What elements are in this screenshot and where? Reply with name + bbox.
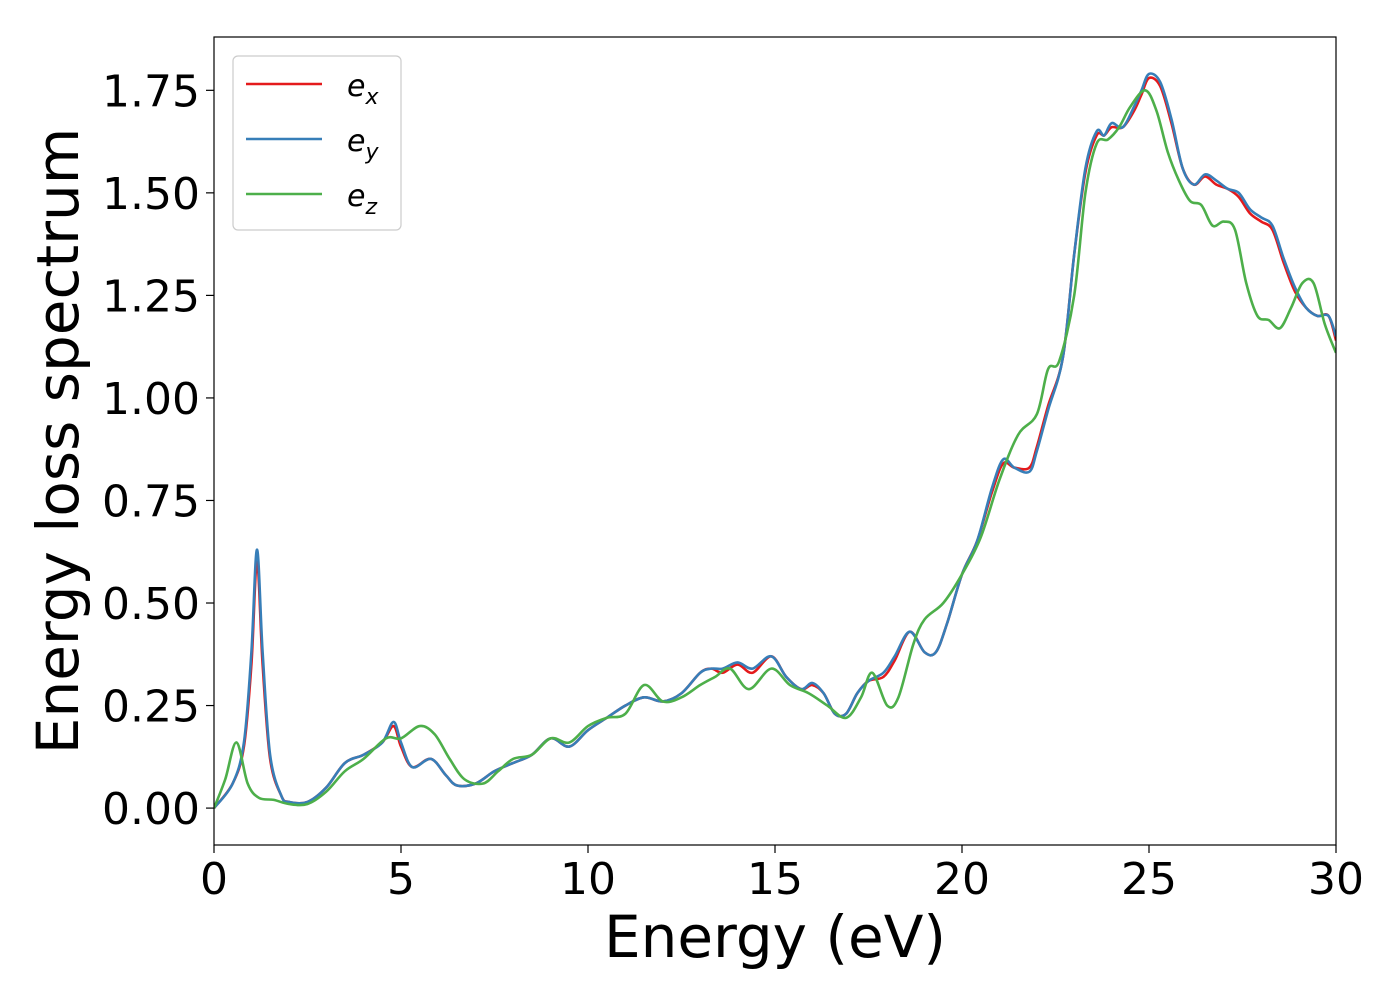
- legend-label-base: e: [347, 179, 365, 214]
- x-tick-label: 5: [387, 854, 415, 905]
- x-axis: 0 5 10 15 20 25 30: [200, 845, 1364, 905]
- y-axis-title: Energy loss spectrum: [24, 128, 92, 754]
- legend-label-y: ey: [347, 124, 379, 165]
- y-tick-label: 0.00: [102, 784, 200, 835]
- legend-box: [232, 55, 402, 231]
- legend-label-z: ez: [347, 179, 377, 220]
- x-tick-label: 0: [200, 854, 228, 905]
- x-tick-label: 10: [560, 854, 616, 905]
- y-tick-label: 0.25: [102, 682, 200, 733]
- x-axis-title: Energy (eV): [604, 903, 946, 971]
- legend-label-subscript: z: [364, 195, 377, 220]
- x-tick-label: 15: [747, 854, 803, 905]
- legend-label-subscript: x: [364, 85, 379, 110]
- x-tick-label: 25: [1121, 854, 1177, 905]
- x-tick-label: 30: [1308, 854, 1364, 905]
- series-line-z: [214, 89, 1336, 809]
- y-tick-label: 1.50: [102, 169, 200, 220]
- legend-label-x: ex: [347, 69, 379, 110]
- y-tick-label: 1.25: [102, 271, 200, 322]
- y-axis: 0.00 0.25 0.50 0.75 1.00 1.25 1.50 1.75: [102, 66, 214, 835]
- series-layer: [214, 72, 1336, 809]
- x-tick-label: 20: [934, 854, 990, 905]
- legend-label-subscript: y: [364, 140, 379, 165]
- legend-label-base: e: [347, 69, 365, 104]
- y-tick-label: 0.75: [102, 476, 200, 527]
- y-tick-label: 1.75: [102, 66, 200, 117]
- series-line-y: [214, 72, 1336, 809]
- y-tick-label: 1.00: [102, 374, 200, 425]
- legend-label-base: e: [347, 124, 365, 159]
- y-tick-label: 0.50: [102, 579, 200, 630]
